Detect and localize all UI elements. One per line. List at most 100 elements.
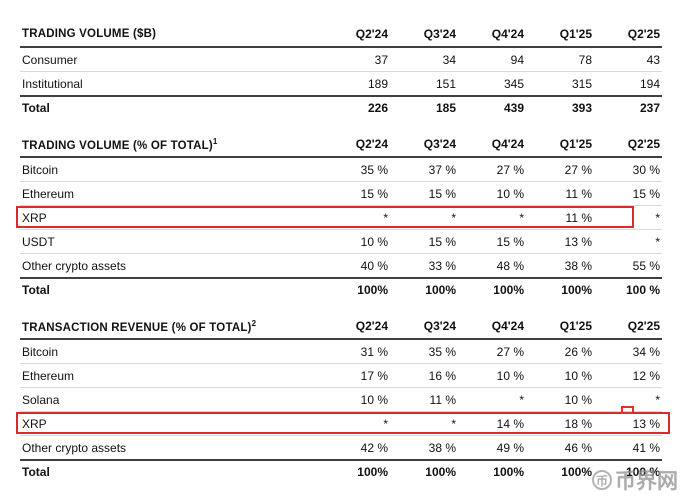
value-cell: 41 %	[632, 440, 660, 455]
value-cell: 37	[374, 52, 388, 67]
table-row-consumer: Consumer 37 34 94 78 43	[20, 48, 662, 72]
table-row-bitcoin: Bitcoin 35 % 37 % 27 % 27 % 30 %	[20, 158, 662, 182]
table-title-text: TRADING VOLUME (% OF TOTAL)	[22, 139, 213, 152]
value-cell: 49 %	[496, 440, 524, 455]
column-header-q324: Q3'24	[423, 319, 456, 333]
value-cell: 11 %	[565, 210, 592, 225]
transaction-revenue-percent-table: TRANSACTION REVENUE (% OF TOTAL)2 Q2'24 Q…	[16, 314, 670, 483]
value-cell: *	[519, 392, 524, 407]
value-cell: 30 %	[632, 162, 660, 177]
trading-volume-percent-table: TRADING VOLUME (% OF TOTAL)1 Q2'24 Q3'24 Q…	[16, 132, 662, 301]
table-row-total: Total 100% 100% 100% 100% 100 %	[20, 277, 662, 301]
column-header-q424: Q4'24	[491, 137, 524, 151]
row-label: Total	[22, 101, 50, 115]
value-cell: 38 %	[564, 258, 592, 273]
value-cell: 16 %	[428, 368, 456, 383]
value-cell: 34 %	[632, 344, 660, 359]
value-cell: 100%	[357, 465, 388, 479]
value-cell: 18 %	[564, 416, 592, 431]
value-cell: 100%	[561, 465, 592, 479]
table-row-solana: Solana 10 % 11 % * 10 % *	[20, 388, 662, 412]
column-header-q225: Q2'25	[627, 27, 660, 41]
table-row-total: Total 226 185 439 393 237	[20, 95, 662, 119]
value-cell: *	[655, 392, 660, 407]
column-header-q225: Q2'25	[627, 319, 660, 333]
row-label: Solana	[22, 392, 60, 407]
table-header-row: TRANSACTION REVENUE (% OF TOTAL)2 Q2'24 Q…	[20, 314, 662, 340]
value-cell: 15 %	[496, 234, 524, 249]
value-cell: 11 %	[429, 392, 456, 407]
table-row-bitcoin: Bitcoin 31 % 35 % 27 % 26 % 34 %	[20, 340, 662, 364]
value-cell: 100%	[425, 283, 456, 297]
value-cell: 15 %	[428, 234, 456, 249]
value-cell: 38 %	[428, 440, 456, 455]
value-cell: 27 %	[496, 162, 524, 177]
row-label: XRP	[22, 210, 47, 225]
value-cell: 189	[367, 76, 388, 91]
value-cell: 12 %	[632, 368, 660, 383]
table-row-total: Total 100% 100% 100% 100% 100 %	[20, 459, 662, 483]
value-cell: *	[451, 210, 456, 225]
value-cell: *	[519, 210, 524, 225]
value-cell: 10 %	[564, 392, 592, 407]
value-cell: 31 %	[360, 344, 388, 359]
table-title-text: TRANSACTION REVENUE (% OF TOTAL)	[22, 321, 252, 334]
value-cell: 194	[639, 76, 660, 91]
table-title: TRADING VOLUME (% OF TOTAL)1	[20, 137, 322, 152]
value-cell: 78	[578, 52, 592, 67]
value-cell: 10 %	[360, 392, 388, 407]
value-cell: 185	[435, 101, 456, 115]
value-cell: 11 %	[565, 186, 592, 201]
row-label: Ethereum	[22, 186, 75, 201]
value-cell: *	[383, 210, 388, 225]
row-label: USDT	[22, 234, 55, 249]
value-cell: 226	[367, 101, 388, 115]
column-header-q324: Q3'24	[423, 137, 456, 151]
value-cell: 15 %	[360, 186, 388, 201]
table-row-ethereum: Ethereum 15 % 15 % 10 % 11 % 15 %	[20, 182, 662, 206]
row-label: Total	[22, 465, 50, 479]
column-header-q424: Q4'24	[491, 319, 524, 333]
column-header-q125: Q1'25	[559, 137, 592, 151]
value-cell: 345	[503, 76, 524, 91]
column-header-q225: Q2'25	[627, 137, 660, 151]
value-cell: 43	[646, 52, 660, 67]
value-cell: 42 %	[360, 440, 388, 455]
row-label: Ethereum	[22, 368, 75, 383]
value-cell: 27 %	[564, 162, 592, 177]
column-header-q324: Q3'24	[423, 27, 456, 41]
row-label: Other crypto assets	[22, 440, 127, 455]
value-cell: 26 %	[564, 344, 592, 359]
column-header-q125: Q1'25	[559, 27, 592, 41]
row-label: Bitcoin	[22, 344, 59, 359]
value-cell: 17 %	[360, 368, 388, 383]
row-label: Total	[22, 283, 50, 297]
row-label: Bitcoin	[22, 162, 59, 177]
value-cell: 10 %	[496, 186, 524, 201]
value-cell: 35 %	[360, 162, 388, 177]
table-row-usdt: USDT 10 % 15 % 15 % 13 % *	[20, 230, 662, 254]
value-cell: 40 %	[360, 258, 388, 273]
table-row-xrp: XRP * * 14 % 18 % 13 %	[16, 406, 670, 436]
value-cell: 37 %	[428, 162, 456, 177]
value-cell: 15 %	[632, 186, 660, 201]
value-cell: *	[383, 416, 388, 431]
table-row-xrp: XRP * * * 11 % *	[16, 206, 662, 230]
value-cell: 100%	[357, 283, 388, 297]
table-header-row: TRADING VOLUME ($B) Q2'24 Q3'24 Q4'24 Q1'25…	[20, 22, 662, 48]
row-label: Institutional	[22, 76, 83, 91]
column-header-q224: Q2'24	[355, 137, 388, 151]
value-cell: 100%	[493, 283, 524, 297]
value-cell: 100%	[425, 465, 456, 479]
value-cell: 46 %	[564, 440, 592, 455]
table-title-footnote: 2	[251, 318, 257, 328]
value-cell: *	[451, 416, 456, 431]
value-cell: 48 %	[496, 258, 524, 273]
value-cell: 10 %	[496, 368, 524, 383]
value-cell: *	[655, 234, 660, 249]
value-cell: 27 %	[496, 344, 524, 359]
value-cell: 33 %	[428, 258, 456, 273]
column-header-q424: Q4'24	[491, 27, 524, 41]
table-header-row: TRADING VOLUME (% OF TOTAL)1 Q2'24 Q3'24 Q…	[20, 132, 662, 158]
